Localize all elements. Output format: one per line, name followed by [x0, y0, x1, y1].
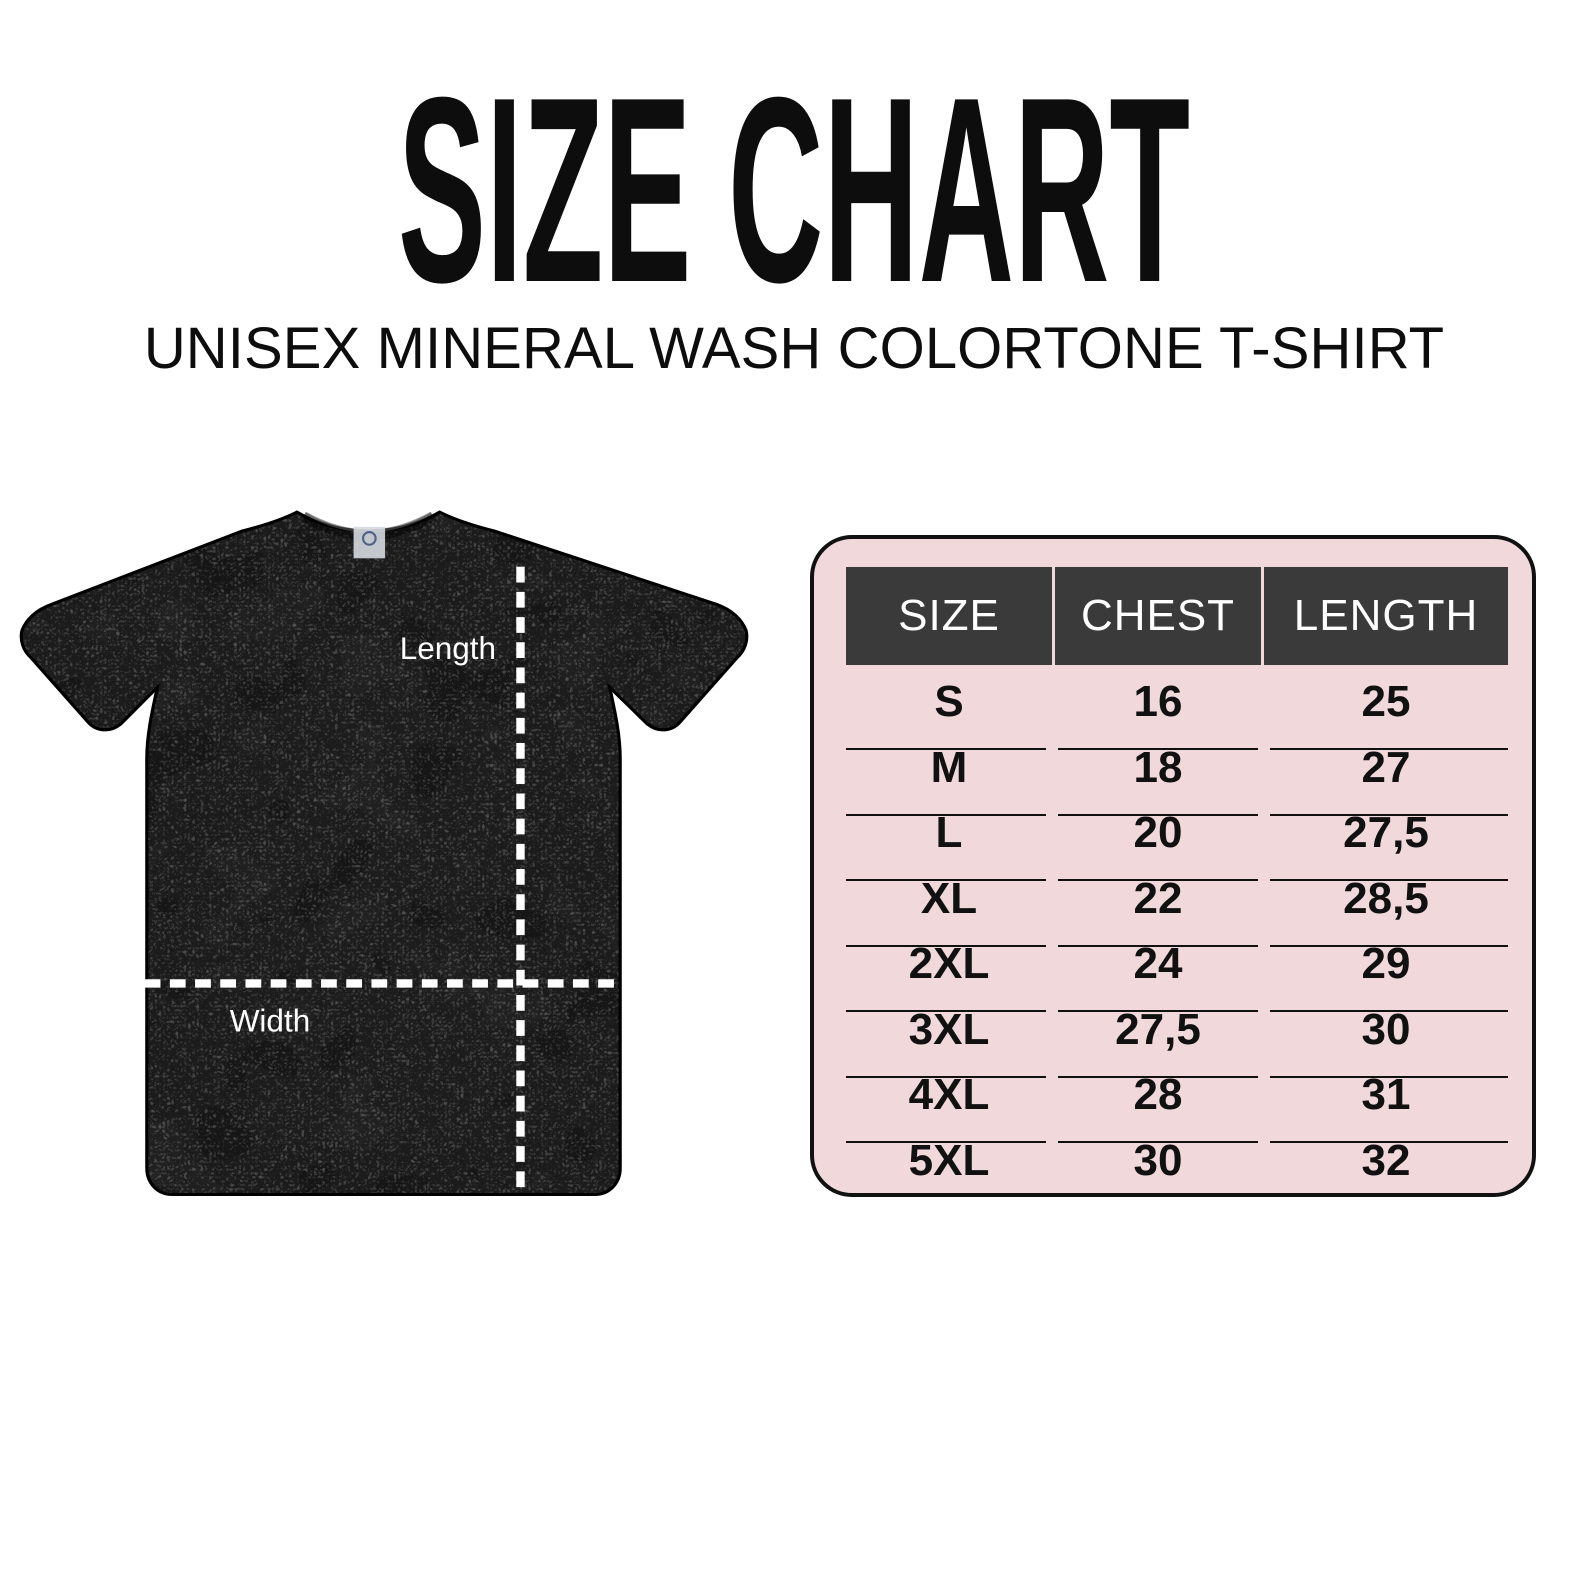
- svg-text:Length: Length: [400, 630, 496, 666]
- svg-text:Width: Width: [230, 1003, 310, 1039]
